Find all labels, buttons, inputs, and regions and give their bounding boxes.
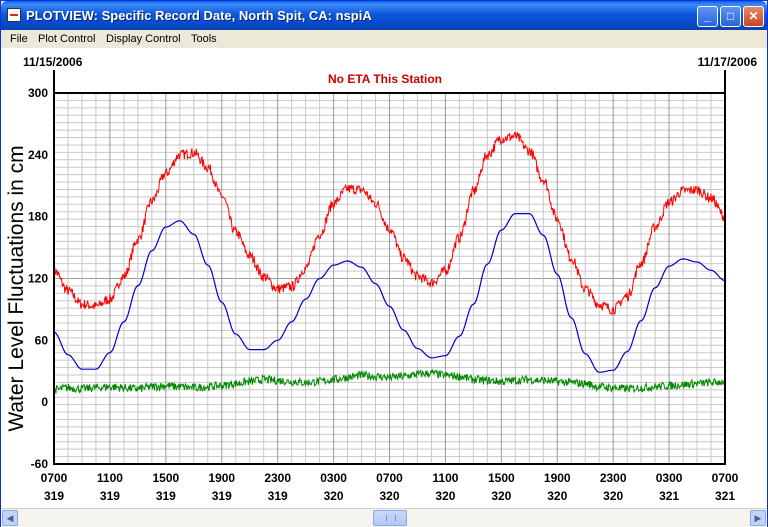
x-tick-time-label: 0300: [320, 471, 347, 485]
y-tick-label: 300: [28, 86, 48, 100]
x-tick-day-label: 321: [659, 489, 679, 503]
y-axis-label: Water Level Fluctuations in cm: [5, 145, 28, 431]
x-tick-day-label: 320: [435, 489, 455, 503]
x-axis-ticks: 0700 319 1100 319 1500 319 1900 319 2300 319 0300 3…: [41, 471, 739, 503]
x-tick-day-label: 320: [603, 489, 623, 503]
x-tick-time-label: 1100: [97, 471, 123, 485]
chart-title: No ETA This Station: [328, 72, 442, 86]
x-tick-day-label: 319: [100, 489, 120, 503]
y-tick-label: 120: [28, 272, 48, 286]
x-tick-day-label: 319: [212, 489, 232, 503]
end-date-label: 11/17/2006: [698, 55, 758, 69]
horizontal-scrollbar[interactable]: ◀ ▶: [1, 508, 767, 527]
menu-file[interactable]: File: [10, 33, 28, 45]
x-tick-time-label: 0700: [712, 471, 739, 485]
start-date-label: 11/15/2006: [23, 55, 83, 69]
x-tick-time-label: 1100: [432, 471, 458, 485]
title-bar[interactable]: PLOTVIEW: Specific Record Date, North Sp…: [1, 1, 767, 30]
app-icon[interactable]: [7, 8, 21, 22]
maximize-button[interactable]: □: [720, 6, 741, 27]
scroll-right-icon[interactable]: ▶: [750, 510, 766, 526]
x-tick-time-label: 1900: [208, 471, 235, 485]
x-tick-time-label: 1900: [544, 471, 571, 485]
x-tick-time-label: 0300: [656, 471, 683, 485]
x-tick-day-label: 319: [44, 489, 64, 503]
chart-grid: [53, 92, 726, 465]
series-observed-line: [53, 131, 726, 316]
x-tick-time-label: 1500: [488, 471, 515, 485]
x-tick-time-label: 0700: [41, 471, 68, 485]
menu-display-control[interactable]: Display Control: [106, 33, 181, 45]
x-tick-day-label: 321: [715, 489, 735, 503]
series-layer: [53, 131, 726, 394]
y-axis-ticks: -60 0 60 120 180 240 300: [28, 86, 48, 471]
close-button[interactable]: ✕: [743, 6, 764, 27]
y-tick-label: 180: [28, 210, 48, 224]
y-tick-label: 240: [28, 148, 48, 162]
x-tick-day-label: 319: [156, 489, 176, 503]
x-tick-time-label: 2300: [264, 471, 291, 485]
plot-area: -60 0 60 120 180 240 300 0700 319 1100 319 1500 319…: [1, 48, 767, 508]
x-tick-day-label: 320: [324, 489, 344, 503]
x-tick-day-label: 320: [491, 489, 511, 503]
y-tick-label: 0: [41, 395, 48, 409]
series-residual-line: [53, 368, 726, 394]
x-tick-time-label: 2300: [600, 471, 627, 485]
plot-frame: [53, 92, 726, 465]
y-tick-label: -60: [31, 457, 49, 471]
menu-tools[interactable]: Tools: [191, 33, 217, 45]
x-tick-time-label: 0700: [376, 471, 403, 485]
x-tick-day-label: 320: [379, 489, 399, 503]
minimize-button[interactable]: _: [697, 6, 718, 27]
x-tick-time-label: 1500: [152, 471, 179, 485]
x-tick-day-label: 320: [547, 489, 567, 503]
scroll-thumb[interactable]: [373, 510, 407, 526]
x-tick-day-label: 319: [268, 489, 288, 503]
menu-bar: File Plot Control Display Control Tools: [1, 30, 767, 48]
y-tick-label: 60: [35, 333, 49, 347]
water-level-chart: -60 0 60 120 180 240 300 0700 319 1100 319 1500 319…: [5, 55, 758, 503]
menu-plot-control[interactable]: Plot Control: [38, 33, 96, 45]
series-predicted-line: [53, 213, 726, 373]
window-title: PLOTVIEW: Specific Record Date, North Sp…: [26, 8, 372, 23]
scroll-left-icon[interactable]: ◀: [2, 510, 18, 526]
